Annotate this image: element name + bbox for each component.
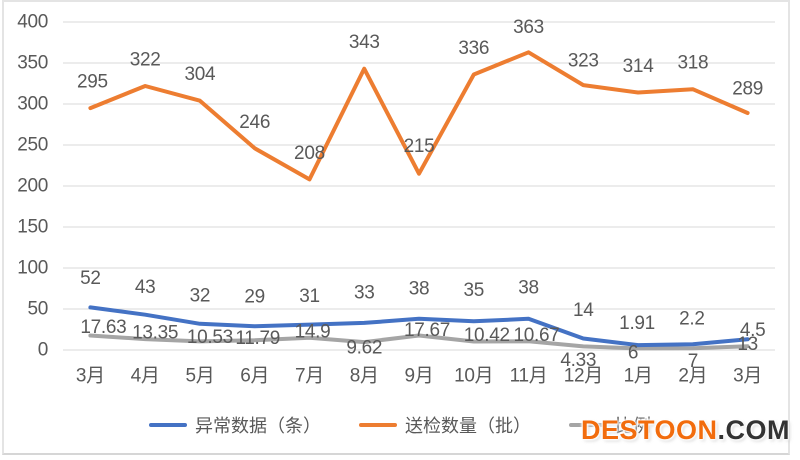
- svg-text:343: 343: [349, 32, 380, 53]
- svg-text:29: 29: [244, 287, 265, 308]
- svg-text:400: 400: [17, 12, 48, 33]
- svg-text:10.42: 10.42: [464, 325, 510, 346]
- svg-text:5月: 5月: [185, 366, 214, 387]
- legend-label: 比例: [615, 416, 651, 436]
- svg-text:50: 50: [27, 299, 48, 320]
- svg-text:52: 52: [80, 268, 101, 289]
- svg-text:6: 6: [628, 343, 638, 364]
- svg-text:289: 289: [732, 79, 763, 100]
- svg-text:38: 38: [409, 278, 430, 299]
- svg-text:13.35: 13.35: [132, 323, 178, 344]
- svg-text:323: 323: [568, 51, 599, 72]
- svg-text:2月: 2月: [678, 366, 707, 387]
- chart-legend: 异常数据（条） 送检数量（批） 比例: [0, 408, 800, 442]
- svg-text:12月: 12月: [564, 366, 603, 387]
- svg-text:35: 35: [463, 280, 484, 301]
- svg-text:38: 38: [518, 277, 539, 298]
- legend-label: 送检数量（批）: [405, 416, 531, 436]
- svg-text:7: 7: [688, 351, 698, 372]
- line-swatch-icon: [359, 423, 397, 427]
- svg-text:14: 14: [573, 300, 594, 321]
- line-swatch-icon: [149, 423, 187, 427]
- svg-text:14.9: 14.9: [295, 321, 331, 342]
- svg-text:295: 295: [77, 72, 108, 93]
- watermark-suffix: .COM: [717, 415, 790, 445]
- svg-text:6月: 6月: [240, 366, 269, 387]
- svg-text:200: 200: [17, 176, 48, 197]
- svg-text:208: 208: [294, 143, 325, 164]
- svg-text:8月: 8月: [350, 366, 379, 387]
- svg-text:10.53: 10.53: [187, 327, 233, 348]
- watermark-brand: DESTOON: [580, 415, 718, 445]
- svg-text:33: 33: [354, 282, 375, 303]
- svg-text:43: 43: [135, 277, 156, 298]
- svg-text:31: 31: [299, 286, 320, 307]
- svg-text:9月: 9月: [405, 366, 434, 387]
- svg-text:1.91: 1.91: [619, 313, 655, 334]
- series-labels-0: 52 43 32 29 31 33 38 35 38 14 6 7 13: [80, 268, 758, 372]
- series-line-2: [88, 333, 750, 351]
- y-axis-labels: 0 50 100 150 200 250 300 350 400: [17, 12, 48, 361]
- svg-text:150: 150: [17, 217, 48, 238]
- svg-text:322: 322: [130, 49, 161, 70]
- legend-item-abnormal-data: 异常数据（条）: [149, 412, 321, 438]
- svg-text:0: 0: [38, 340, 48, 361]
- legend-label: 异常数据（条）: [195, 416, 321, 436]
- svg-text:250: 250: [17, 135, 48, 156]
- gridlines: [63, 21, 775, 351]
- svg-text:9.62: 9.62: [346, 338, 382, 359]
- x-axis-labels: 3月 4月 5月 6月 7月 8月 9月 10月 11月 12月 1月 2月 3月: [76, 366, 762, 387]
- svg-text:314: 314: [623, 56, 655, 77]
- svg-text:2.2: 2.2: [679, 309, 705, 330]
- svg-text:100: 100: [17, 258, 48, 279]
- svg-text:10月: 10月: [454, 366, 493, 387]
- svg-text:10.67: 10.67: [514, 325, 560, 346]
- svg-text:4月: 4月: [131, 366, 160, 387]
- series-labels-1: 295 322 304 246 208 343 215 336 363 323 314 318 289: [77, 17, 763, 164]
- line-swatch-icon: [569, 423, 607, 427]
- svg-text:215: 215: [404, 136, 435, 157]
- svg-text:13: 13: [737, 334, 758, 355]
- series-line-1: [88, 50, 750, 182]
- svg-text:363: 363: [513, 17, 544, 38]
- svg-text:17.63: 17.63: [80, 317, 126, 338]
- watermark: DESTOON.COM: [581, 415, 790, 446]
- svg-text:32: 32: [190, 285, 211, 306]
- svg-text:17.67: 17.67: [404, 320, 450, 341]
- svg-text:4.5: 4.5: [740, 320, 766, 341]
- svg-text:11月: 11月: [510, 366, 548, 387]
- legend-item-ratio: 比例: [569, 412, 651, 438]
- series-labels-2: 17.63 13.35 10.53 11.79 14.9 9.62 17.67 10.42 10…: [80, 309, 765, 371]
- svg-text:3月: 3月: [733, 366, 762, 387]
- svg-text:336: 336: [458, 38, 489, 59]
- svg-text:11.79: 11.79: [235, 328, 280, 349]
- legend-item-inspection-count: 送检数量（批）: [359, 412, 531, 438]
- svg-text:246: 246: [239, 112, 270, 133]
- svg-text:4.33: 4.33: [560, 350, 596, 371]
- svg-text:300: 300: [17, 94, 48, 115]
- svg-text:1月: 1月: [624, 366, 653, 387]
- svg-text:7月: 7月: [295, 366, 324, 387]
- svg-text:3月: 3月: [76, 366, 105, 387]
- svg-text:304: 304: [185, 64, 217, 85]
- svg-text:318: 318: [677, 53, 708, 74]
- svg-text:350: 350: [17, 53, 48, 74]
- series-line-0: [88, 305, 750, 348]
